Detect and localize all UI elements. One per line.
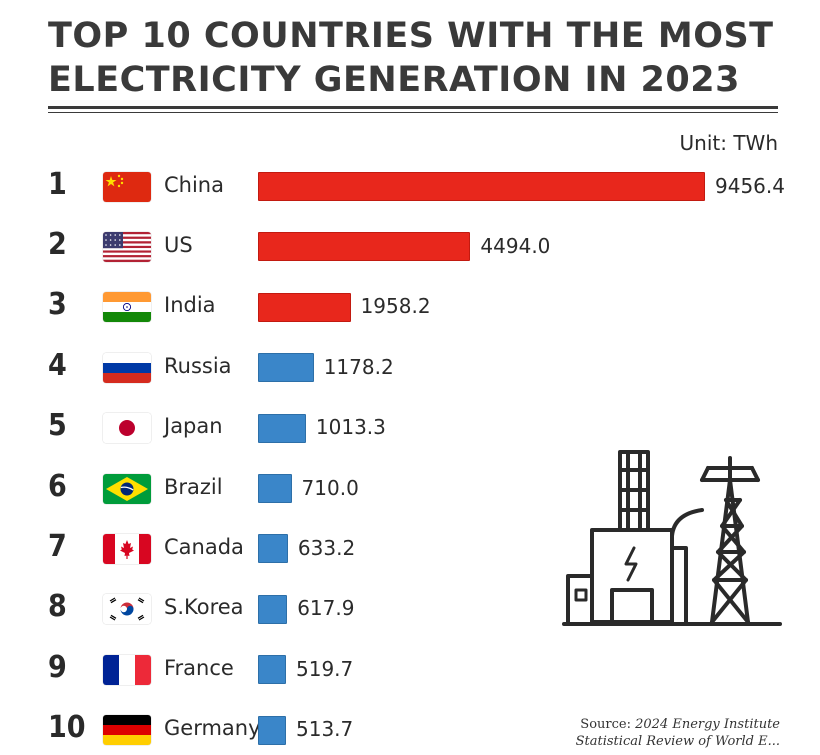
bar — [258, 655, 286, 685]
rank-label: 10 — [48, 710, 86, 746]
canada-flag-icon — [103, 533, 151, 564]
germany-flag-icon — [103, 715, 151, 746]
bar — [258, 413, 306, 443]
rank-label: 1 — [48, 166, 67, 202]
country-label: Russia — [164, 353, 232, 378]
rank-label: 6 — [48, 468, 67, 504]
russia-flag-icon — [103, 352, 151, 383]
rank-label: 8 — [48, 589, 67, 625]
value-label: 1178.2 — [323, 354, 394, 379]
title-rule-thin — [48, 112, 778, 113]
title-line-1: TOP 10 COUNTRIES WITH THE MOST — [48, 16, 774, 56]
bar — [258, 172, 705, 201]
value-label: 617.9 — [297, 596, 355, 621]
bar — [258, 534, 288, 564]
bar — [258, 474, 292, 503]
japan-flag-icon — [103, 413, 151, 444]
value-label: 1013.3 — [315, 415, 386, 440]
bar — [258, 232, 471, 262]
source-note: Source: 2024 Energy Institute Statistica… — [530, 716, 780, 750]
power-plant-icon — [562, 450, 782, 626]
france-flag-icon — [103, 654, 151, 685]
country-label: Germany — [164, 716, 261, 741]
value-label: 4494.0 — [480, 233, 551, 258]
country-label: Canada — [164, 534, 244, 559]
rank-label: 9 — [48, 649, 67, 685]
source-name: 2024 Energy Institute — [635, 717, 780, 732]
value-label: 513.7 — [296, 717, 354, 742]
country-label: S.Korea — [164, 595, 244, 620]
rank-label: 4 — [48, 347, 67, 383]
country-label: US — [164, 232, 193, 257]
country-label: China — [164, 172, 224, 197]
value-label: 710.0 — [301, 475, 359, 500]
rank-label: 5 — [48, 408, 67, 444]
bar — [258, 715, 286, 745]
bar — [258, 594, 288, 624]
chart-title: TOP 10 COUNTRIES WITH THE MOST ELECTRICI… — [48, 14, 788, 102]
rank-label: 2 — [48, 226, 67, 262]
value-label: 519.7 — [296, 656, 354, 681]
south-korea-flag-icon — [103, 594, 151, 625]
china-flag-icon — [103, 171, 151, 202]
rank-label: 3 — [48, 287, 67, 323]
value-label: 1958.2 — [360, 294, 431, 319]
brazil-flag-icon — [103, 473, 151, 504]
country-label: Brazil — [164, 474, 223, 499]
country-label: Japan — [164, 414, 223, 439]
value-label: 633.2 — [297, 535, 356, 560]
india-flag-icon — [103, 292, 151, 323]
title-line-2: ELECTRICITY GENERATION IN 2023 — [48, 60, 740, 100]
country-label: India — [164, 293, 216, 318]
bar — [258, 292, 351, 322]
title-rule-thick — [48, 106, 778, 109]
source-label: Source: — [580, 717, 631, 732]
country-label: France — [164, 655, 234, 680]
rank-label: 7 — [48, 528, 67, 564]
bar — [258, 353, 314, 383]
source-line-2: Statistical Review of World E... — [575, 734, 780, 749]
us-flag-icon — [103, 231, 151, 262]
unit-label: Unit: TWh — [679, 131, 778, 155]
value-label: 9456.4 — [715, 173, 785, 198]
